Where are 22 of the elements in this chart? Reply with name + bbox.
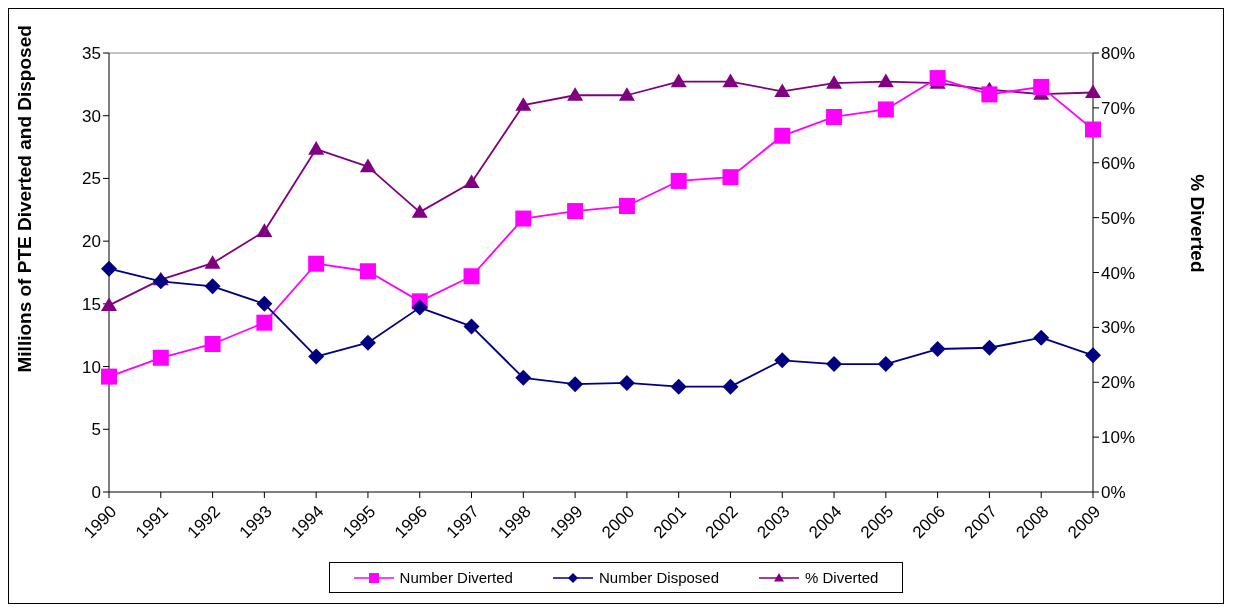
y-tick-label: 30 [82,106,101,126]
y2-tick-label: 40% [1101,263,1136,283]
y2-tick-label: 10% [1101,428,1136,448]
y2-tick-label: 30% [1101,318,1136,338]
y2-tick-label: 60% [1101,153,1136,173]
y2-tick-label: 20% [1101,373,1136,393]
y-tick-label: 20 [82,232,101,252]
y-tick-label: 10 [82,357,101,377]
y-tick-label: 25 [82,169,101,189]
y2-tick-label: 50% [1101,208,1136,228]
legend-label: Number Diverted [399,569,513,586]
y-axis-title: Millions of PTE Diverted and Disposed [13,25,35,373]
y-tick-label: 5 [91,420,101,440]
y-tick-label: 15 [82,294,101,314]
y2-tick-label: 0% [1101,483,1126,503]
legend-label: Number Disposed [598,569,720,586]
y2-axis-title: % Diverted [1187,174,1209,273]
legend-label: % Diverted [805,569,879,586]
y2-tick-label: 80% [1101,44,1136,64]
y-tick-label: 35 [82,44,101,64]
y2-tick-label: 70% [1101,98,1136,118]
y-tick-label: 0 [91,483,101,503]
